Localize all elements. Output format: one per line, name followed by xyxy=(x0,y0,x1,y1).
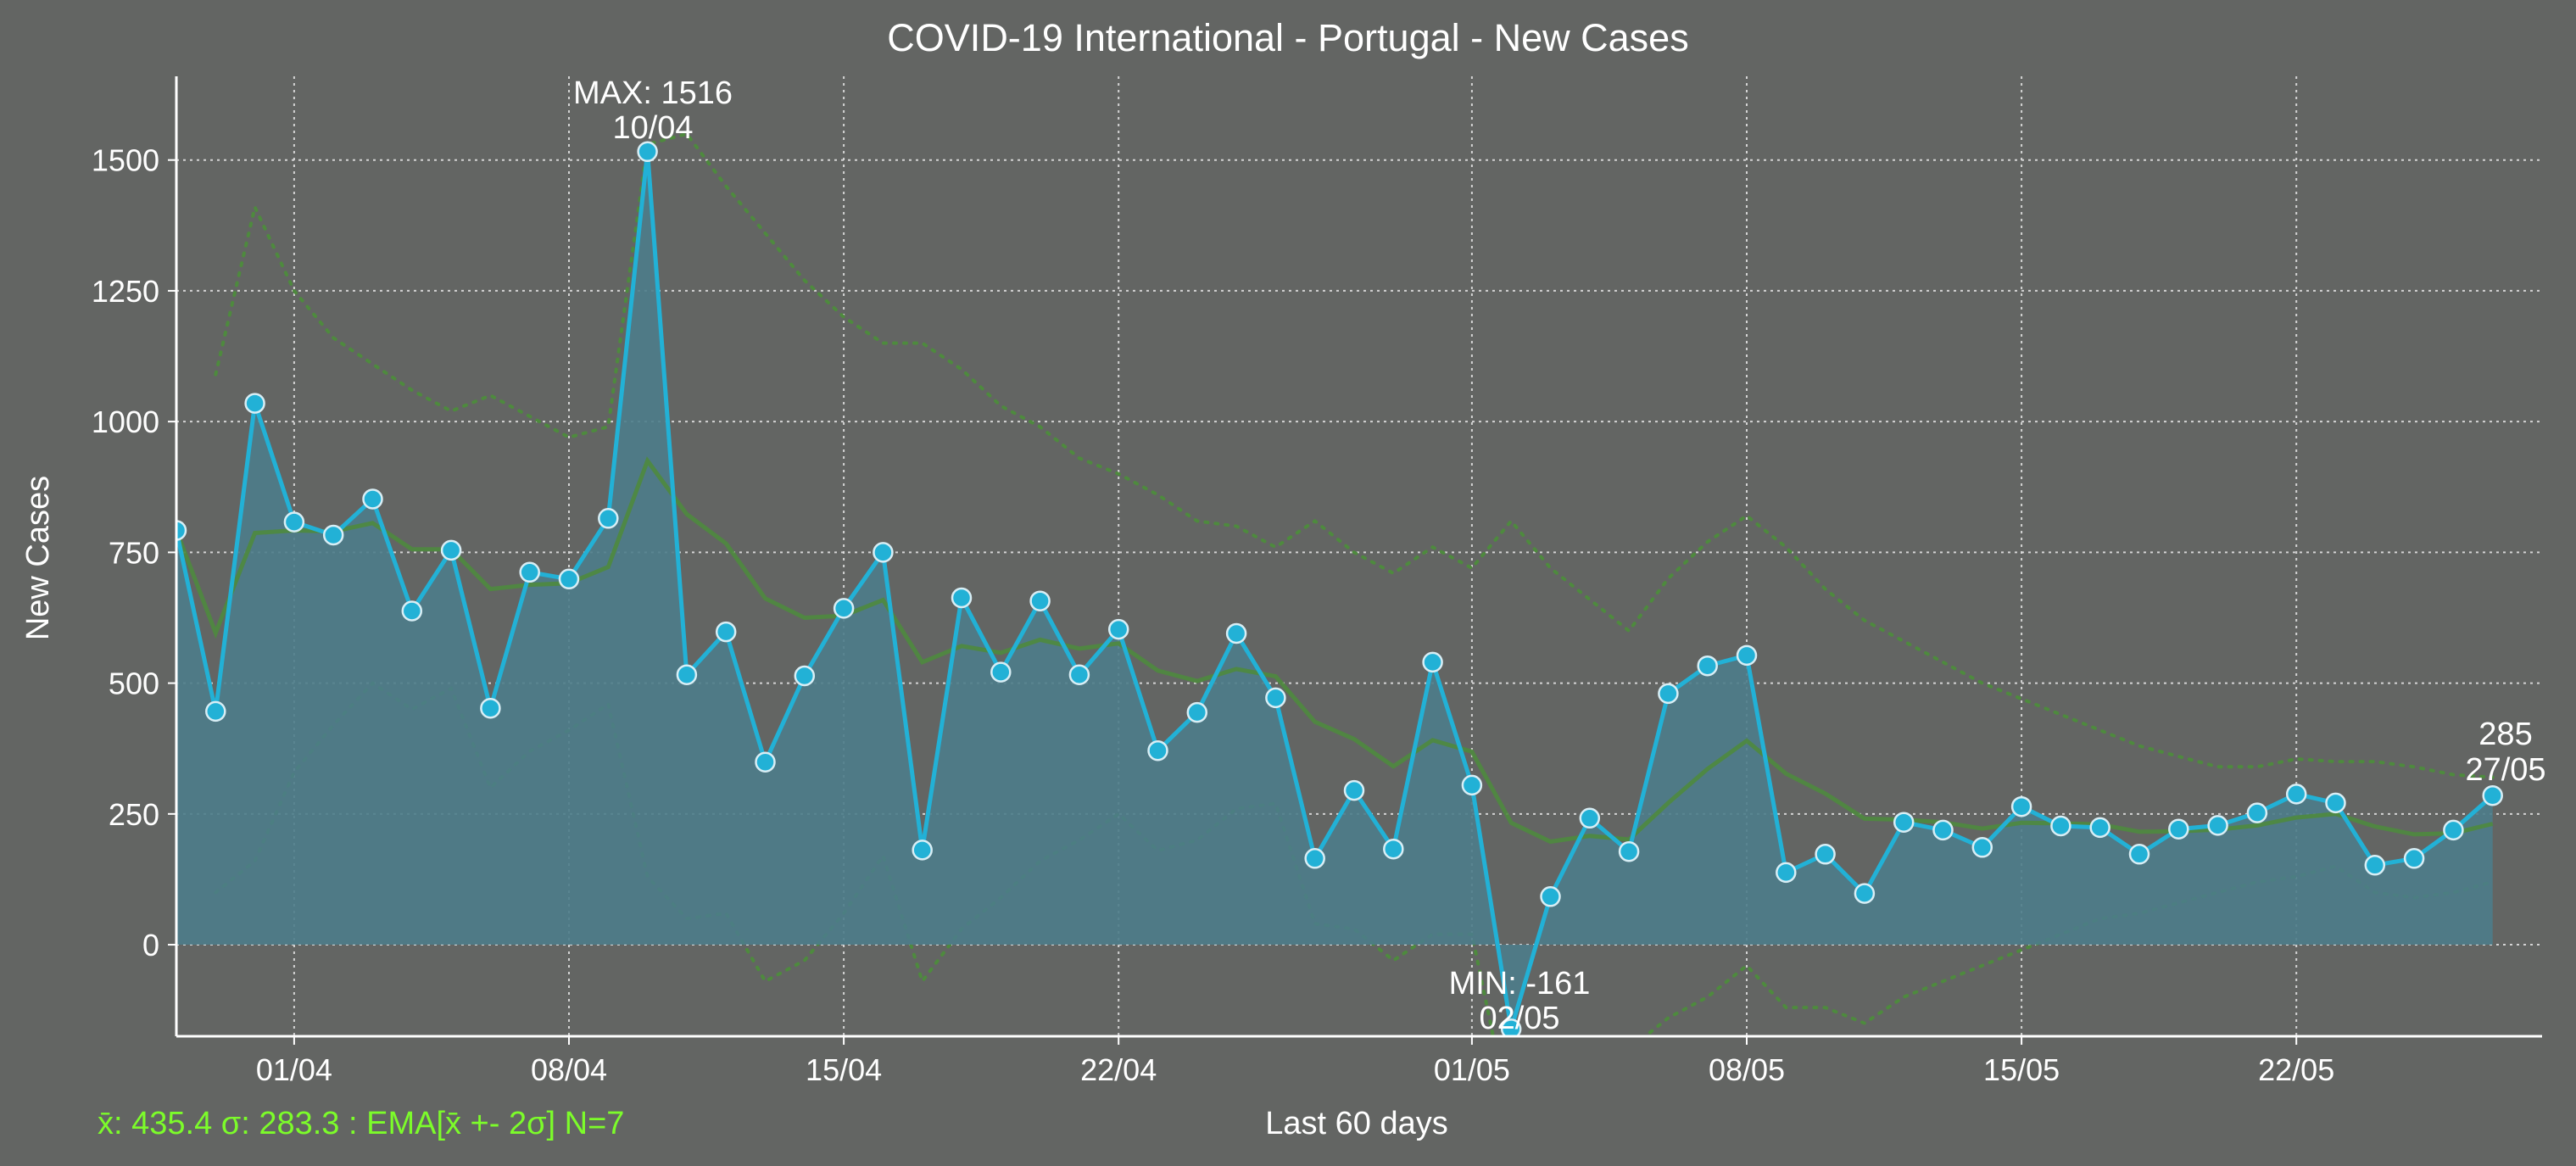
daily-point xyxy=(1500,1018,1522,1036)
x-axis-label: Last 60 days xyxy=(1265,1106,1447,1141)
daily-point xyxy=(833,598,855,619)
daily-point xyxy=(2128,844,2150,865)
daily-point xyxy=(1147,739,1168,762)
y-tick-label: 750 xyxy=(109,535,159,570)
x-tick-label: 22/05 xyxy=(2258,1052,2334,1087)
daily-point xyxy=(244,393,265,414)
x-tick-label: 08/05 xyxy=(1709,1052,1785,1087)
daily-point xyxy=(2403,848,2425,869)
daily-point xyxy=(715,621,737,643)
daily-point xyxy=(1697,655,1718,677)
daily-point xyxy=(205,700,226,722)
daily-point xyxy=(1422,651,1443,673)
daily-point xyxy=(990,661,1012,683)
daily-point xyxy=(2010,795,2032,817)
data-points xyxy=(176,141,2503,1036)
daily-point xyxy=(2364,855,2386,876)
min-annotation-date: 02/05 xyxy=(1479,1001,1559,1036)
daily-point xyxy=(2050,815,2071,837)
daily-point xyxy=(2089,817,2110,839)
upper-band-line xyxy=(214,131,2495,779)
last-value-annotation: 285 xyxy=(2478,717,2532,752)
daily-point xyxy=(1304,848,1325,869)
daily-point xyxy=(1068,664,1090,685)
daily-point xyxy=(794,665,816,687)
x-tick-labels: 01/04 08/04 15/04 22/04 01/05 08/05 15/05 22/05 xyxy=(256,1036,2334,1087)
daily-point xyxy=(440,539,462,561)
max-annotation-date: 10/04 xyxy=(612,110,693,146)
daily-point xyxy=(1815,844,1836,865)
y-tick-label: 500 xyxy=(109,667,159,701)
daily-point xyxy=(2246,802,2268,823)
daily-point xyxy=(1265,687,1286,709)
x-tick-label: 01/05 xyxy=(1434,1052,1510,1087)
daily-point xyxy=(519,561,540,583)
daily-point xyxy=(480,697,501,719)
y-tick-label: 1250 xyxy=(92,274,159,309)
daily-point xyxy=(2168,818,2189,840)
x-tick-label: 08/04 xyxy=(531,1052,607,1087)
daily-point xyxy=(1186,701,1208,723)
stats-text: x̄: 435.4 σ: 283.3 : EMA[x̄ +- 2σ] N=7 xyxy=(98,1106,624,1141)
chart-title: COVID-19 International - Portugal - New … xyxy=(887,16,1688,59)
daily-point xyxy=(1736,644,1758,667)
daily-point xyxy=(176,520,187,541)
x-tick-label: 15/05 xyxy=(1983,1052,2060,1087)
daily-point xyxy=(1029,590,1051,611)
y-tick-label: 0 xyxy=(142,928,159,962)
daily-point xyxy=(2207,815,2228,836)
daily-point xyxy=(873,542,894,563)
axes xyxy=(175,76,2542,1038)
y-tick-label: 1500 xyxy=(92,143,159,178)
daily-point xyxy=(951,587,973,609)
daily-point xyxy=(1893,812,1915,833)
daily-point xyxy=(283,511,305,533)
x-tick-label: 01/04 xyxy=(256,1052,332,1087)
daily-point xyxy=(1854,883,1876,904)
min-annotation-label: MIN: -161 xyxy=(1449,966,1591,1001)
y-tick-labels: 0 250 500 750 1000 1250 1500 xyxy=(92,143,176,962)
daily-point xyxy=(598,508,619,529)
daily-point xyxy=(1618,840,1640,862)
daily-area xyxy=(176,151,2493,1029)
y-tick-label: 250 xyxy=(109,797,159,832)
daily-point xyxy=(1579,807,1601,829)
x-tick-label: 15/04 xyxy=(806,1052,882,1087)
last-date-annotation: 27/05 xyxy=(2465,752,2545,788)
daily-point xyxy=(676,664,698,685)
daily-point xyxy=(1658,683,1679,705)
y-axis-label: New Cases xyxy=(20,476,56,640)
daily-point xyxy=(1107,618,1129,640)
max-annotation-label: MAX: 1516 xyxy=(573,75,733,111)
daily-point xyxy=(362,488,383,510)
daily-point xyxy=(1343,779,1365,801)
daily-point xyxy=(558,568,580,590)
daily-point xyxy=(2443,819,2464,841)
daily-point xyxy=(755,751,776,773)
daily-point xyxy=(637,141,658,163)
daily-point xyxy=(401,600,423,622)
daily-point xyxy=(2325,792,2346,814)
daily-point xyxy=(1971,837,1993,858)
daily-point xyxy=(1225,622,1247,644)
y-tick-label: 1000 xyxy=(92,404,159,439)
daily-point xyxy=(2285,784,2307,805)
daily-point xyxy=(1932,819,1954,841)
daily-point xyxy=(1383,838,1404,860)
daily-point xyxy=(1776,862,1797,884)
daily-point xyxy=(2482,784,2503,806)
area-fill xyxy=(176,151,2493,1029)
x-tick-label: 22/04 xyxy=(1080,1052,1157,1087)
daily-point xyxy=(322,524,344,546)
daily-point xyxy=(1540,886,1561,907)
daily-point xyxy=(912,840,933,861)
daily-point xyxy=(1461,774,1483,796)
